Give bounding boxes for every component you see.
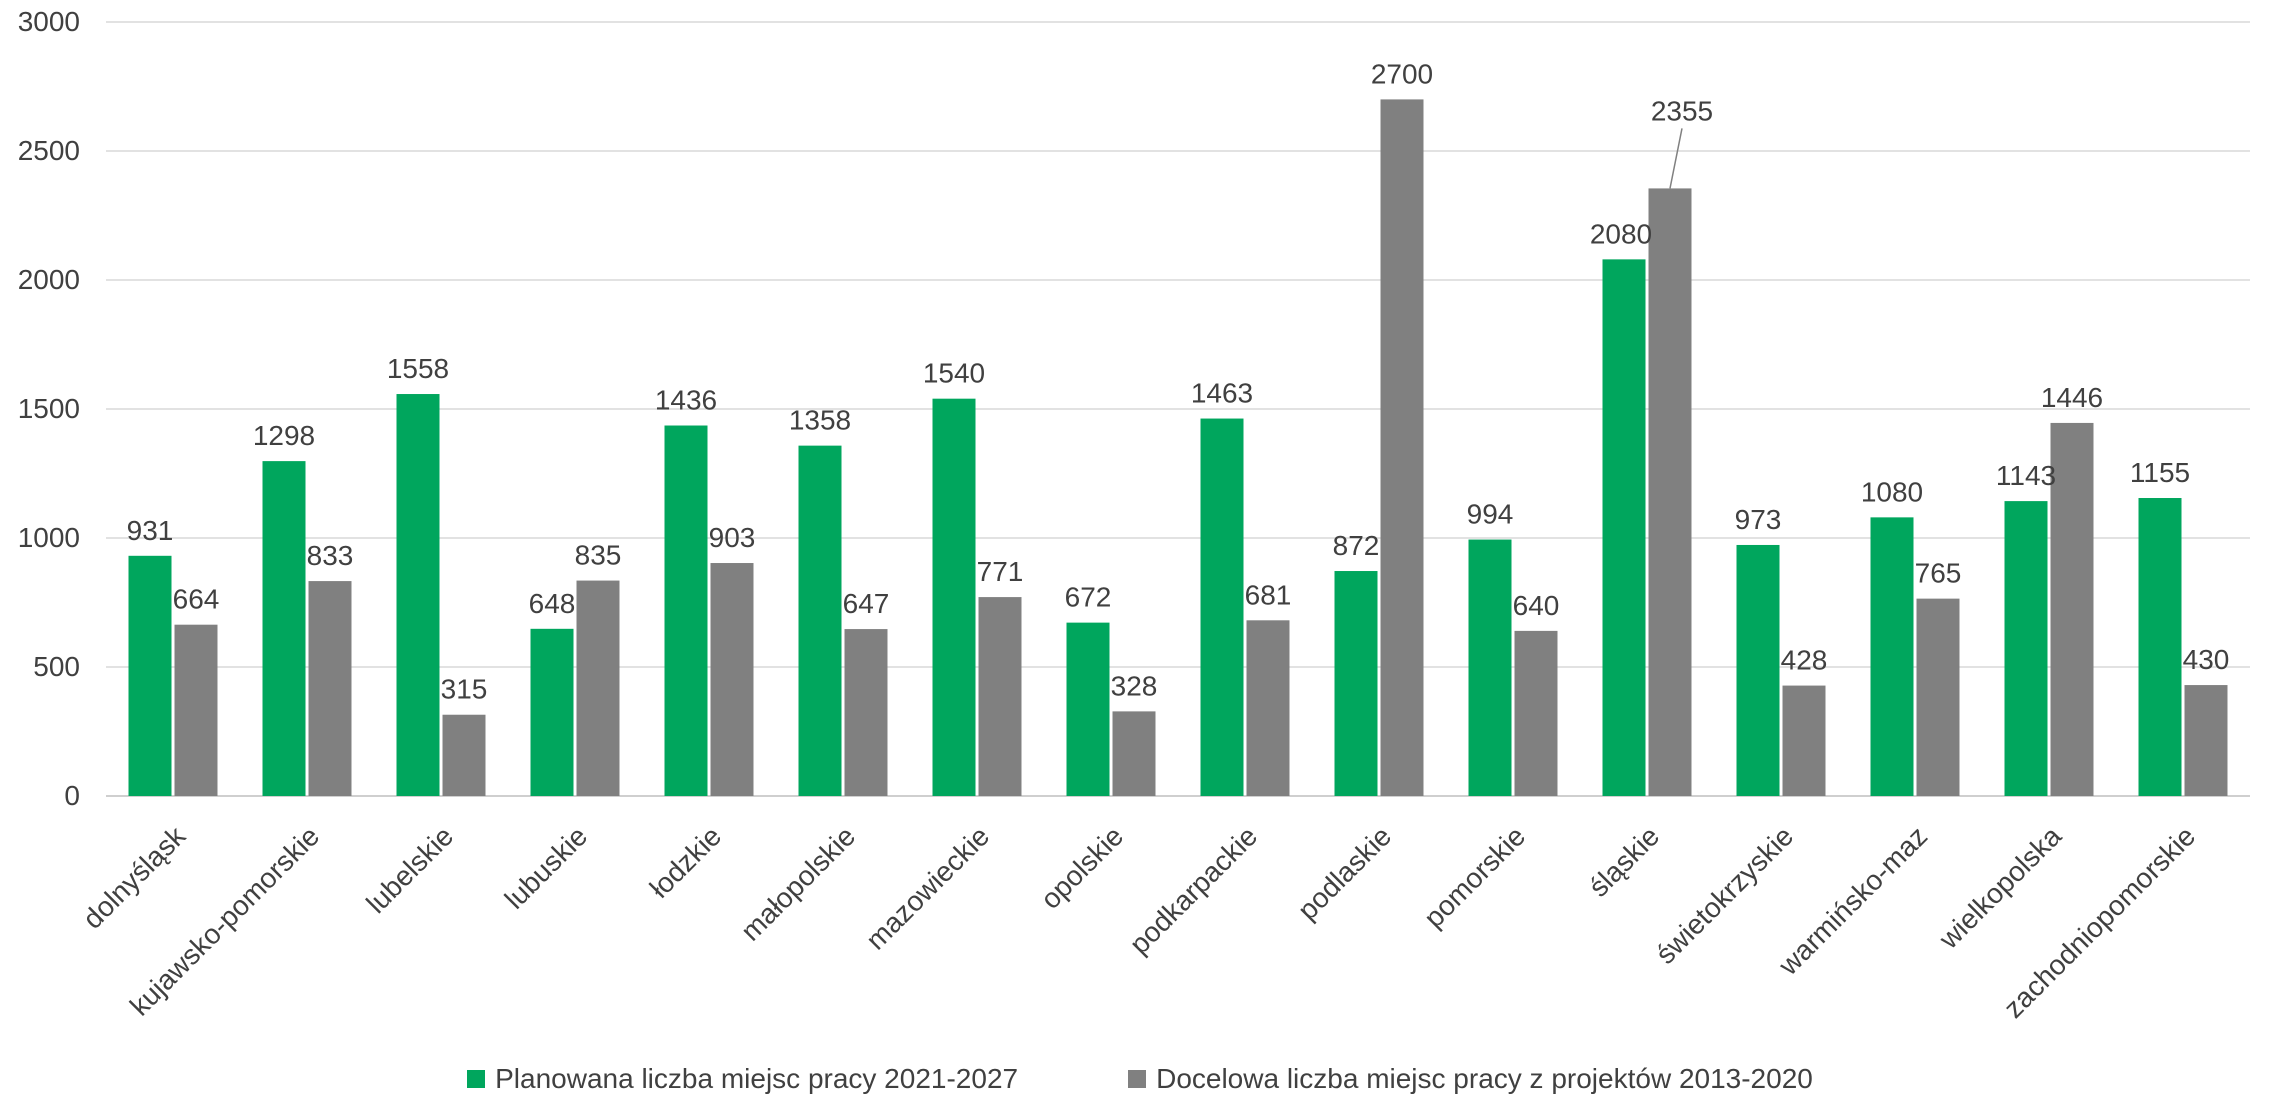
data-label-series-2: 903 — [709, 522, 756, 553]
data-label-series-2: 664 — [173, 584, 220, 615]
y-tick-label: 0 — [64, 780, 80, 811]
legend-label-series-1: Planowana liczba miejsc pracy 2021-2027 — [495, 1063, 1019, 1094]
x-category-label: wielkopolska — [1932, 820, 2067, 955]
data-label-series-1: 994 — [1467, 499, 1514, 530]
data-label-series-2: 315 — [441, 674, 488, 705]
y-tick-label: 500 — [33, 651, 80, 682]
bar-series-1 — [1870, 517, 1914, 796]
legend-item-series-1[interactable]: Planowana liczba miejsc pracy 2021-2027 — [467, 1063, 1018, 1095]
bar-series-2 — [710, 563, 754, 796]
data-label-series-2: 771 — [977, 556, 1024, 587]
data-label-series-1: 672 — [1065, 582, 1112, 613]
bar-series-1 — [2138, 498, 2182, 796]
x-category-label: podlaskie — [1292, 820, 1398, 926]
bar-series-2 — [174, 624, 218, 796]
bar-series-1 — [932, 398, 976, 796]
data-label-series-2: 2700 — [1371, 58, 1433, 89]
y-tick-label: 1500 — [18, 393, 80, 424]
bar-series-2 — [1782, 685, 1826, 796]
bar-series-2 — [1246, 620, 1290, 796]
bar-series-1 — [1602, 259, 1646, 796]
x-category-label: pomorskie — [1418, 820, 1531, 933]
data-label-leader-line — [1669, 128, 1683, 189]
data-label-series-2: 765 — [1915, 558, 1962, 589]
data-label-series-2: 835 — [575, 540, 622, 571]
data-label-series-1: 1463 — [1191, 378, 1253, 409]
data-label-series-2: 430 — [2183, 644, 2230, 675]
data-label-series-1: 1358 — [789, 405, 851, 436]
legend: Planowana liczba miejsc pracy 2021-2027 … — [0, 1062, 2280, 1096]
bar-series-2 — [1112, 711, 1156, 796]
x-category-label: dolnyśląsk — [77, 820, 192, 935]
data-label-series-1: 1155 — [2130, 457, 2190, 488]
bar-series-1 — [396, 394, 440, 796]
bar-series-2 — [1514, 630, 1558, 796]
bar-chart: 0 500 1000 1500 2000 2500 3000 931 664 1298 833 15… — [18, 6, 2250, 1024]
bar-series-1 — [1736, 544, 1780, 796]
data-labels: 931 664 1298 833 1558 315 648 835 1436 903 1358 647… — [127, 58, 2230, 704]
gridlines — [106, 21, 2250, 797]
x-category-label: świetokrzyskie — [1650, 820, 1800, 970]
data-label-series-1: 872 — [1333, 530, 1380, 561]
bar-series-1 — [2004, 501, 2048, 796]
bar-series-1 — [262, 461, 306, 796]
bar-series-1 — [128, 555, 172, 796]
data-label-series-2: 647 — [843, 588, 890, 619]
bar-series-2 — [1916, 598, 1960, 796]
bar-series-2 — [978, 597, 1022, 796]
x-category-label: śląskie — [1583, 820, 1665, 902]
x-category-label: małopolskie — [735, 820, 861, 946]
data-label-series-1: 1436 — [655, 385, 717, 416]
x-category-label: mazowieckie — [860, 820, 995, 955]
data-label-series-1: 1080 — [1861, 476, 1923, 507]
bar-series-1 — [1468, 539, 1512, 796]
legend-item-series-2[interactable]: Docelowa liczba miejsc pracy z projektów… — [1128, 1063, 1813, 1095]
data-label-series-1: 1143 — [1996, 460, 2056, 491]
data-label-series-1: 2080 — [1590, 218, 1652, 249]
bar-series-1 — [530, 628, 574, 796]
data-label-series-1: 931 — [127, 515, 174, 546]
data-label-series-2: 328 — [1111, 670, 1158, 701]
y-tick-label: 2500 — [18, 135, 80, 166]
x-category-label: łodzkie — [644, 820, 728, 904]
x-category-label: lubuskie — [499, 820, 594, 915]
bar-series-2 — [2050, 422, 2094, 796]
bar-series-1 — [664, 425, 708, 796]
bars — [128, 99, 2228, 796]
bar-series-2 — [308, 581, 352, 796]
bar-series-2 — [2184, 685, 2228, 796]
legend-swatch-series-2 — [1128, 1070, 1147, 1088]
data-label-series-2: 681 — [1245, 579, 1292, 610]
bar-series-2 — [576, 580, 620, 796]
x-category-label: podkarpackie — [1124, 820, 1264, 960]
bar-series-1 — [798, 445, 842, 796]
y-axis-ticks: 0 500 1000 1500 2000 2500 3000 — [18, 6, 80, 811]
data-label-series-1: 1540 — [923, 358, 985, 389]
bar-series-1 — [1334, 571, 1378, 796]
bar-series-2 — [1380, 99, 1424, 796]
bar-series-2 — [844, 629, 888, 796]
y-tick-label: 1000 — [18, 522, 80, 553]
data-label-series-1: 648 — [529, 588, 576, 619]
data-label-series-2: 833 — [307, 540, 354, 571]
y-tick-label: 2000 — [18, 264, 80, 295]
legend-swatch-series-1 — [467, 1070, 486, 1088]
x-category-label: opolskie — [1035, 820, 1130, 915]
data-label-series-1: 973 — [1735, 504, 1782, 535]
bar-series-1 — [1066, 622, 1110, 796]
y-tick-label: 3000 — [18, 6, 80, 37]
data-label-series-2: 2355 — [1651, 95, 1713, 126]
legend-label-series-2: Docelowa liczba miejsc pracy z projektów… — [1156, 1063, 1813, 1094]
data-label-series-2: 428 — [1781, 645, 1828, 676]
data-label-series-1: 1558 — [387, 353, 449, 384]
data-label-series-2: 1446 — [2041, 382, 2103, 413]
x-category-label: lubelskie — [360, 820, 459, 919]
bar-series-2 — [442, 714, 486, 796]
data-label-series-2: 640 — [1513, 590, 1560, 621]
bar-series-1 — [1200, 418, 1244, 796]
data-label-series-1: 1298 — [253, 420, 315, 451]
bar-series-2 — [1648, 188, 1692, 796]
